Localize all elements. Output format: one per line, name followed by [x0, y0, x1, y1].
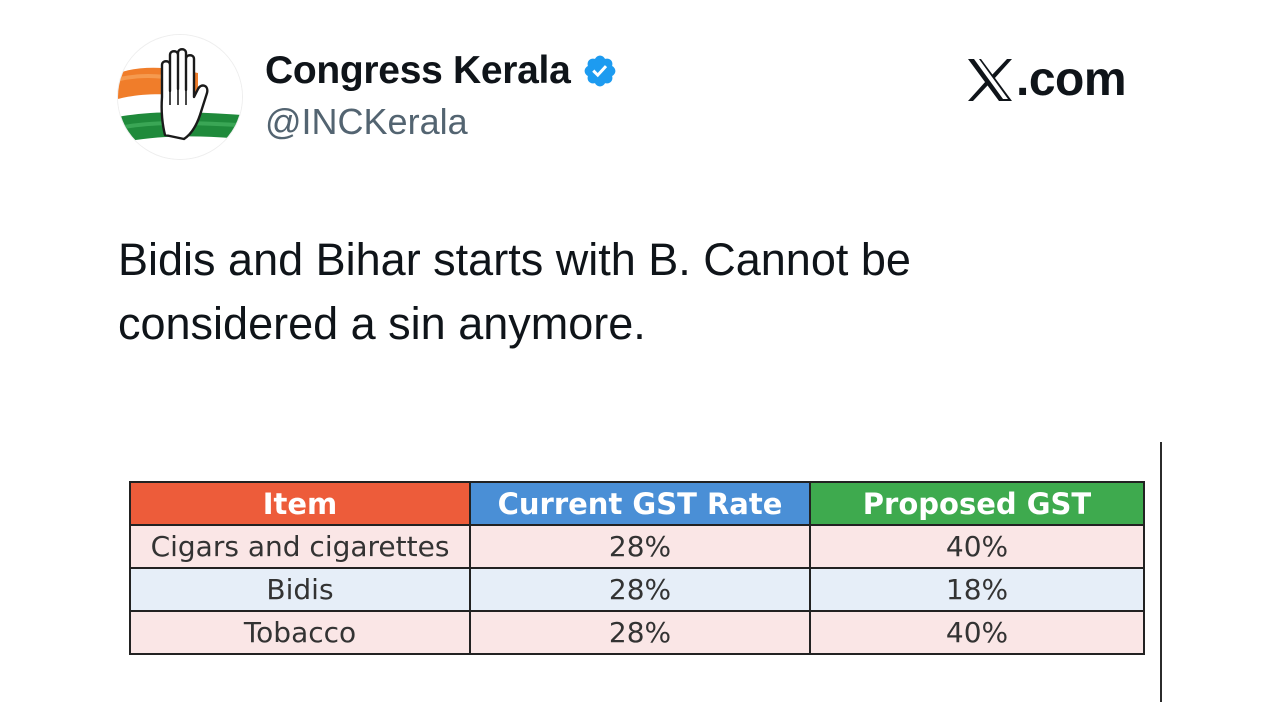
author-handle[interactable]: @INCKerala [265, 101, 468, 142]
cell-item: Bidis [129, 567, 471, 612]
table-header-row: Item Current GST Rate Proposed GST [129, 481, 1145, 526]
site-domain-text: .com [1016, 53, 1127, 106]
x-logo-icon [966, 57, 1014, 103]
image-edge-divider [1160, 442, 1162, 702]
cell-current-rate: 28% [469, 567, 811, 612]
verified-badge-icon [582, 53, 618, 89]
congress-hand-logo-icon [118, 35, 242, 159]
post-text: Bidis and Bihar starts with B. Cannot be… [118, 228, 1118, 356]
post-text-line: considered a sin anymore. [118, 298, 646, 349]
cell-item: Tobacco [129, 610, 471, 655]
table-row: Tobacco 28% 40% [129, 610, 1145, 655]
cell-current-rate: 28% [469, 610, 811, 655]
author-name-row[interactable]: Congress Kerala [265, 48, 618, 94]
cell-item: Cigars and cigarettes [129, 524, 471, 569]
post-text-line: Bidis and Bihar starts with B. Cannot be [118, 234, 911, 285]
table-row: Cigars and cigarettes 28% 40% [129, 524, 1145, 569]
header-item: Item [129, 481, 471, 526]
cell-proposed-rate: 18% [809, 567, 1145, 612]
cell-current-rate: 28% [469, 524, 811, 569]
gst-rate-table[interactable]: Item Current GST Rate Proposed GST Cigar… [129, 481, 1145, 655]
cell-proposed-rate: 40% [809, 610, 1145, 655]
cell-proposed-rate: 40% [809, 524, 1145, 569]
author-display-name[interactable]: Congress Kerala [265, 49, 571, 92]
header-proposed-gst: Proposed GST [809, 481, 1145, 526]
header-current-gst-rate: Current GST Rate [469, 481, 811, 526]
table-row: Bidis 28% 18% [129, 567, 1145, 612]
avatar[interactable] [118, 35, 242, 159]
site-watermark: .com [966, 52, 1127, 108]
